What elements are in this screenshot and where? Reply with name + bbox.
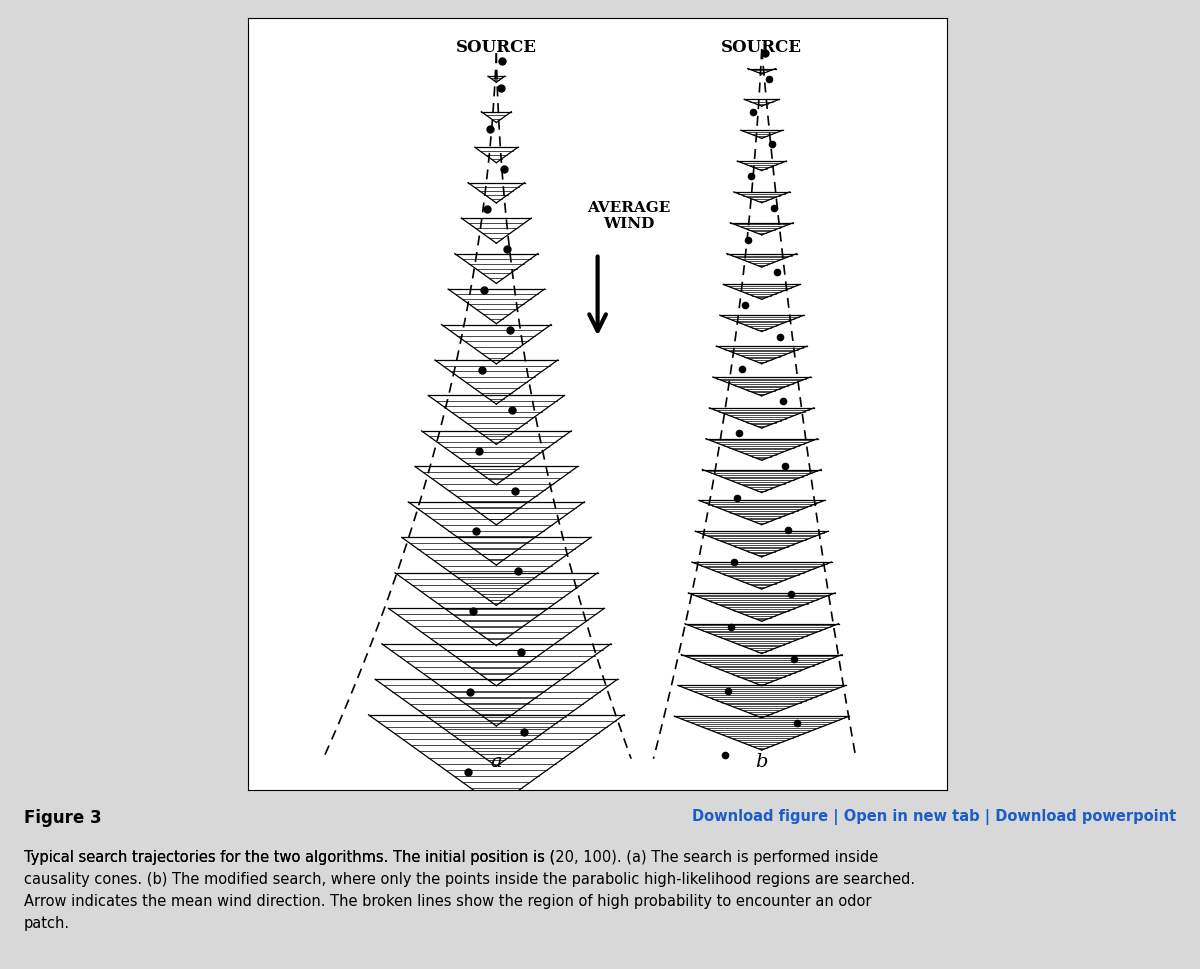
Text: SOURCE: SOURCE: [721, 39, 803, 55]
Text: Typical search trajectories for the two algorithms. The initial position is (​20: Typical search trajectories for the two …: [24, 849, 914, 930]
Text: SOURCE: SOURCE: [456, 39, 536, 55]
Text: AVERAGE
WIND: AVERAGE WIND: [587, 201, 671, 231]
Text: b: b: [756, 753, 768, 770]
Text: Download figure | Open in new tab | Download powerpoint: Download figure | Open in new tab | Down…: [692, 808, 1176, 824]
Text: Figure 3: Figure 3: [24, 808, 101, 827]
Text: a: a: [491, 753, 502, 770]
Text: Typical search trajectories for the two algorithms. The initial position is (: Typical search trajectories for the two …: [24, 849, 556, 863]
